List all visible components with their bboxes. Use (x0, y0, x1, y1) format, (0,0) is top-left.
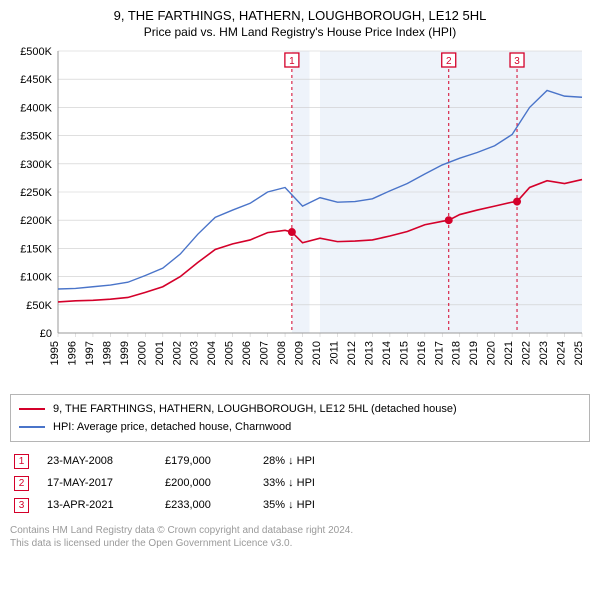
svg-text:1996: 1996 (66, 341, 78, 365)
svg-text:2000: 2000 (136, 341, 148, 365)
svg-text:2019: 2019 (468, 341, 480, 365)
legend: 9, THE FARTHINGS, HATHERN, LOUGHBOROUGH,… (10, 394, 590, 442)
transaction-row: 3 13-APR-2021 £233,000 35% ↓ HPI (10, 494, 590, 516)
svg-text:£100K: £100K (20, 272, 52, 284)
svg-text:£0: £0 (40, 328, 52, 340)
transaction-badge: 3 (14, 498, 29, 513)
legend-label-hpi: HPI: Average price, detached house, Char… (53, 421, 291, 433)
svg-text:3: 3 (514, 56, 520, 67)
svg-text:1997: 1997 (84, 341, 96, 365)
transaction-badge: 2 (14, 476, 29, 491)
title-main: 9, THE FARTHINGS, HATHERN, LOUGHBOROUGH,… (10, 8, 590, 23)
legend-row: 9, THE FARTHINGS, HATHERN, LOUGHBOROUGH,… (19, 400, 581, 418)
svg-text:£250K: £250K (20, 187, 52, 199)
svg-text:1995: 1995 (49, 341, 61, 365)
svg-text:2020: 2020 (486, 341, 498, 365)
svg-text:2006: 2006 (241, 341, 253, 365)
svg-text:2005: 2005 (224, 341, 236, 365)
legend-swatch-hpi (19, 426, 45, 428)
chart-container: 9, THE FARTHINGS, HATHERN, LOUGHBOROUGH,… (0, 0, 600, 590)
svg-text:£450K: £450K (20, 74, 52, 86)
svg-text:2002: 2002 (171, 341, 183, 365)
svg-text:£350K: £350K (20, 131, 52, 143)
footer-line-1: Contains HM Land Registry data © Crown c… (10, 524, 590, 537)
svg-text:2021: 2021 (503, 341, 515, 365)
transaction-row: 2 17-MAY-2017 £200,000 33% ↓ HPI (10, 472, 590, 494)
svg-text:£150K: £150K (20, 243, 52, 255)
svg-text:£500K: £500K (20, 46, 52, 58)
svg-text:2017: 2017 (433, 341, 445, 365)
svg-text:2008: 2008 (276, 341, 288, 365)
svg-text:2025: 2025 (573, 341, 585, 365)
svg-text:2022: 2022 (521, 341, 533, 365)
transaction-price: £200,000 (165, 477, 245, 489)
svg-text:2001: 2001 (154, 341, 166, 365)
title-sub: Price paid vs. HM Land Registry's House … (10, 25, 590, 39)
footer: Contains HM Land Registry data © Crown c… (10, 524, 590, 550)
svg-text:2013: 2013 (363, 341, 375, 365)
svg-text:£400K: £400K (20, 102, 52, 114)
svg-text:1999: 1999 (119, 341, 131, 365)
svg-text:1998: 1998 (101, 341, 113, 365)
transaction-price: £233,000 (165, 499, 245, 511)
svg-text:2: 2 (446, 56, 452, 67)
transaction-diff: 33% ↓ HPI (263, 477, 363, 489)
legend-label-property: 9, THE FARTHINGS, HATHERN, LOUGHBOROUGH,… (53, 403, 457, 415)
legend-row: HPI: Average price, detached house, Char… (19, 418, 581, 436)
transaction-date: 23-MAY-2008 (47, 455, 147, 467)
transaction-date: 17-MAY-2017 (47, 477, 147, 489)
transaction-badge: 1 (14, 454, 29, 469)
svg-text:2007: 2007 (259, 341, 271, 365)
legend-swatch-property (19, 408, 45, 410)
svg-text:2004: 2004 (206, 341, 218, 365)
footer-line-2: This data is licensed under the Open Gov… (10, 537, 590, 550)
transactions-table: 1 23-MAY-2008 £179,000 28% ↓ HPI 2 17-MA… (10, 450, 590, 516)
transaction-diff: 28% ↓ HPI (263, 455, 363, 467)
svg-text:£50K: £50K (26, 300, 52, 312)
svg-text:2023: 2023 (538, 341, 550, 365)
svg-text:2010: 2010 (311, 341, 323, 365)
chart-area: £0 £50K £100K £150K £200K £250K £300K £350K £400… (10, 43, 590, 388)
svg-text:1: 1 (289, 56, 295, 67)
svg-text:2012: 2012 (346, 341, 358, 365)
chart-svg: £0 £50K £100K £150K £200K £250K £300K £350K £400… (10, 43, 590, 388)
svg-text:2024: 2024 (556, 341, 568, 365)
transaction-date: 13-APR-2021 (47, 499, 147, 511)
svg-text:2003: 2003 (189, 341, 201, 365)
transaction-row: 1 23-MAY-2008 £179,000 28% ↓ HPI (10, 450, 590, 472)
svg-text:£200K: £200K (20, 215, 52, 227)
transaction-diff: 35% ↓ HPI (263, 499, 363, 511)
svg-text:2015: 2015 (398, 341, 410, 365)
svg-text:2018: 2018 (451, 341, 463, 365)
svg-text:2016: 2016 (416, 341, 428, 365)
svg-text:£300K: £300K (20, 159, 52, 171)
transaction-price: £179,000 (165, 455, 245, 467)
title-block: 9, THE FARTHINGS, HATHERN, LOUGHBOROUGH,… (10, 8, 590, 39)
svg-text:2009: 2009 (294, 341, 306, 365)
svg-text:2014: 2014 (381, 341, 393, 365)
svg-text:2011: 2011 (328, 341, 340, 365)
